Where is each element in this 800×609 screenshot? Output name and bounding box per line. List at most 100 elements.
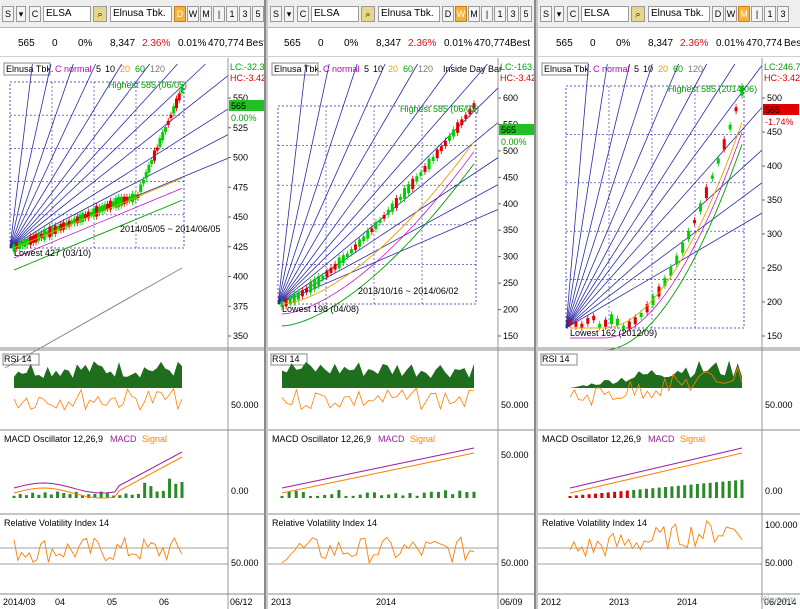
highest-label: Highest 585 (06/05) (108, 80, 187, 90)
macd-histogram-bar (118, 495, 122, 498)
macd-histogram-bar (37, 494, 41, 498)
rsi-line (13, 387, 183, 411)
candle-body (325, 271, 329, 277)
moving-average-line (570, 144, 743, 351)
gann-fan-line (9, 108, 229, 249)
candle-body (740, 85, 744, 96)
minute-tab-3[interactable]: 3 (239, 6, 251, 22)
lc-label: LC:246.77 (764, 62, 800, 72)
moving-average-line (281, 141, 475, 305)
x-tick-label: 06/2014 (764, 597, 797, 607)
s-button[interactable]: S (2, 6, 14, 22)
search-icon[interactable]: ⌕ (361, 6, 375, 22)
candle-body (117, 196, 121, 208)
x-tick-label: 2014/03 (3, 597, 36, 607)
period-tab-m[interactable]: M (738, 6, 750, 22)
dropdown-arrow-icon[interactable]: ▾ (554, 6, 564, 22)
stock-code-input[interactable]: ELSA (43, 6, 91, 22)
gann-fan-line (9, 63, 206, 249)
legend-ma-20: 20 (120, 64, 130, 74)
signal-line (13, 456, 183, 499)
minute-tab-1[interactable]: 1 (764, 6, 776, 22)
period-tab-w[interactable]: W (725, 6, 737, 22)
minute-tab-3[interactable]: 3 (777, 6, 789, 22)
period-tab-d[interactable]: D (442, 6, 454, 22)
candle-body (31, 235, 35, 243)
legend-tag-box[interactable] (271, 62, 319, 76)
quote-turnover: 0.01% (178, 38, 207, 49)
candle-body (100, 205, 104, 213)
rsi-label-box[interactable] (270, 353, 308, 366)
dropdown-arrow-icon[interactable]: ▾ (16, 6, 26, 22)
quote-vol_pct: 2.36% (142, 38, 171, 49)
c-button[interactable]: C (297, 6, 309, 22)
stock-code-input[interactable]: ELSA (311, 6, 359, 22)
s-button[interactable]: S (270, 6, 282, 22)
candle-body (362, 236, 366, 242)
legend-ma-60: 60 (673, 64, 683, 74)
period-tab-m[interactable]: M (200, 6, 212, 22)
candle-body (728, 124, 732, 130)
minute-tab-1[interactable]: 1 (494, 6, 506, 22)
y-tick-label: 375 (233, 301, 248, 311)
quote-turnover: 0.01% (444, 38, 473, 49)
dropdown-arrow-icon[interactable]: ▾ (284, 6, 294, 22)
candle-body (313, 278, 317, 290)
candle-body (645, 304, 649, 313)
candle-body (161, 131, 165, 141)
macd-histogram-bar (18, 494, 22, 498)
candle-body (604, 319, 608, 327)
minute-tab-5[interactable]: 5 (520, 6, 532, 22)
macd-histogram-bar (727, 481, 731, 498)
period-tab-w[interactable]: W (187, 6, 199, 22)
minute-tab-1[interactable]: 1 (226, 6, 238, 22)
stock-code-input[interactable]: ELSA (581, 6, 629, 22)
toolbar: S ▾ C ELSA ⌕ Elnusa Tbk. D W M | 1 3 5 (268, 0, 534, 28)
macd-histogram-bar (155, 491, 159, 498)
period-tab-m[interactable]: M (468, 6, 480, 22)
minute-tab-5[interactable]: 5 (252, 6, 264, 22)
minute-tab-3[interactable]: 3 (507, 6, 519, 22)
candle-body (382, 214, 386, 219)
quote-best: Best (784, 38, 800, 49)
period-tab-d[interactable]: D (174, 6, 186, 22)
y-tick-label: 425 (233, 242, 248, 252)
x-tick-label: 06/09 (500, 597, 523, 607)
macd-histogram-bar (161, 490, 165, 498)
macd-histogram-bar (56, 491, 60, 498)
period-tab-w[interactable]: W (455, 6, 467, 22)
candle-body (681, 242, 685, 253)
candle-body (341, 255, 345, 264)
macd-label: MACD Oscillator 12,26,9 (272, 434, 371, 444)
rsi-label-box[interactable] (540, 353, 578, 366)
highest-label: Highest 585 (06/02) (400, 104, 479, 114)
minute-tab[interactable]: | (481, 6, 493, 22)
candle-body (586, 318, 590, 324)
minute-tab[interactable]: | (213, 6, 225, 22)
search-icon[interactable]: ⌕ (631, 6, 645, 22)
c-button[interactable]: C (567, 6, 579, 22)
gann-box (277, 105, 477, 305)
macd-histogram-bar (143, 482, 147, 498)
legend-ma-10: 10 (373, 64, 383, 74)
period-tab-d[interactable]: D (712, 6, 724, 22)
candle-body (300, 290, 304, 297)
rvi-label: Relative Volatility Index 14 (542, 518, 647, 528)
macd-histogram-bar (316, 495, 320, 498)
rsi-label-box[interactable] (2, 353, 40, 366)
search-icon[interactable]: ⌕ (93, 6, 107, 22)
rvi-line (13, 536, 183, 563)
y-tick-label: 300 (767, 229, 782, 239)
candle-body (386, 209, 390, 216)
candle-body (439, 146, 443, 152)
price-pct-tag: 0.00% (501, 137, 527, 147)
legend-stock-tag: Elnusa Tbk. (544, 64, 591, 74)
gann-fan-line (565, 63, 736, 329)
y-tick-label: 400 (767, 161, 782, 171)
candle-body (40, 233, 44, 238)
candle-body (329, 267, 333, 273)
y-tick-label: 150 (503, 331, 518, 341)
c-button[interactable]: C (29, 6, 41, 22)
s-button[interactable]: S (540, 6, 552, 22)
minute-tab[interactable]: | (751, 6, 763, 22)
